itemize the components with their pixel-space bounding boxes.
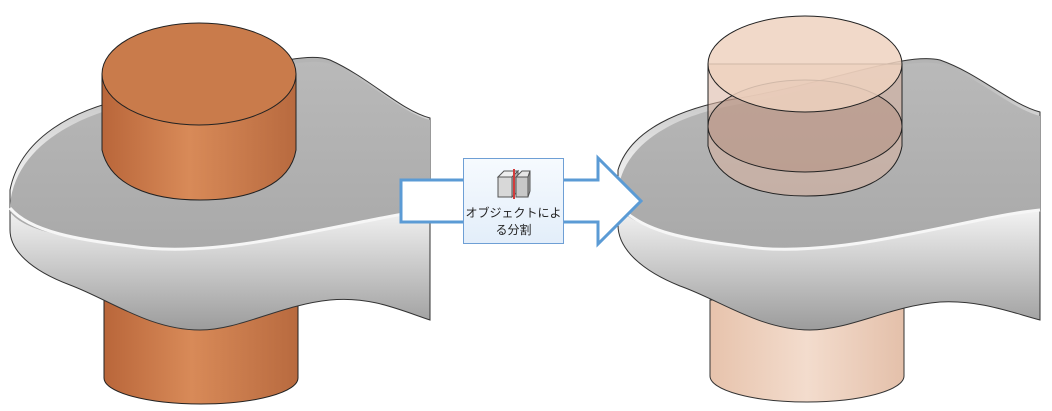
cylinder-bottom-before <box>103 299 299 405</box>
model-before-split <box>8 22 431 405</box>
split-by-object-label-line1: オブジェクトによ <box>465 206 562 220</box>
cylinder-top-cap-after <box>707 15 903 113</box>
split-by-object-icon <box>496 169 531 199</box>
cylinder-bottom-after <box>709 299 905 403</box>
split-by-object-button[interactable]: オブジェクトによ る分割 <box>463 158 564 244</box>
split-by-object-label: オブジェクトによ る分割 <box>464 205 563 239</box>
plate-top-edge-before <box>8 207 431 251</box>
model-after-split <box>616 15 1041 403</box>
plate-top-edge-after <box>616 203 1041 251</box>
cylinder-top-cap-before <box>101 22 297 126</box>
split-by-object-label-line2: る分割 <box>495 223 532 237</box>
